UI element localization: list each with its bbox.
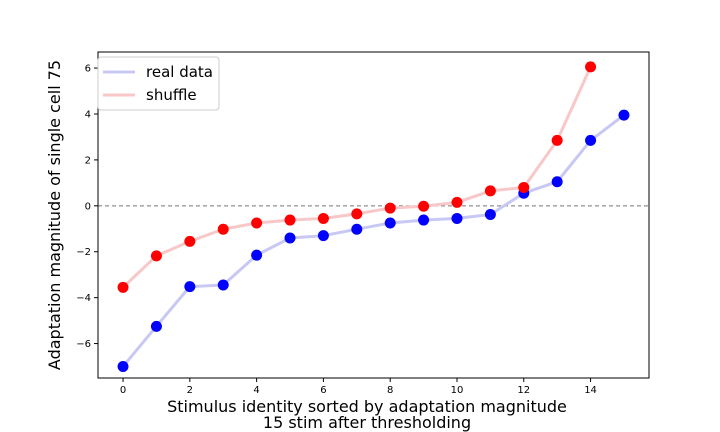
plot-frame <box>97 51 650 379</box>
data-point-shuffle <box>384 202 396 214</box>
x-tick-label: 10 <box>451 385 464 396</box>
y-tick-label: −6 <box>76 339 91 350</box>
x-tick-label: 8 <box>387 385 393 396</box>
legend: real data shuffle <box>97 56 220 111</box>
data-point-shuffle <box>117 281 129 293</box>
data-point-real-data <box>284 232 296 244</box>
data-point-real-data <box>317 230 329 242</box>
legend-label-real-data: real data <box>146 63 213 81</box>
data-point-shuffle <box>184 235 196 247</box>
y-axis-label: Adaptation magnitude of single cell 75 <box>45 60 64 370</box>
data-point-shuffle <box>551 134 563 146</box>
y-tick-label: 2 <box>85 155 91 166</box>
x-tick-label: 4 <box>253 385 259 396</box>
data-point-shuffle <box>418 200 430 212</box>
x-tick-label: 0 <box>120 385 126 396</box>
data-point-real-data <box>351 223 363 235</box>
data-point-shuffle <box>518 181 530 193</box>
x-tick-label: 6 <box>320 385 326 396</box>
series-line-real-data <box>121 113 625 368</box>
data-point-real-data <box>484 209 496 221</box>
data-point-real-data <box>184 281 196 293</box>
data-point-real-data <box>618 109 630 121</box>
data-point-real-data <box>150 320 162 332</box>
data-point-shuffle <box>251 217 263 229</box>
data-point-real-data <box>418 214 430 226</box>
data-point-shuffle <box>451 196 463 208</box>
data-point-shuffle <box>484 185 496 197</box>
data-point-shuffle <box>217 223 229 235</box>
data-point-shuffle <box>317 212 329 224</box>
y-tick-label: 0 <box>85 201 91 212</box>
data-point-shuffle <box>585 61 597 73</box>
legend-label-shuffle: shuffle <box>146 86 197 104</box>
x-tick-label: 12 <box>517 385 530 396</box>
x-tick-label: 14 <box>584 385 597 396</box>
y-tick-label: 4 <box>85 109 91 120</box>
x-axis-label-line2: 15 stim after thresholding <box>263 413 471 432</box>
data-point-real-data <box>451 212 463 224</box>
data-point-real-data <box>585 134 597 146</box>
data-point-shuffle <box>351 208 363 220</box>
y-tick-label: −4 <box>76 293 91 304</box>
data-point-real-data <box>551 176 563 188</box>
x-axis-label: Stimulus identity sorted by adaptation m… <box>167 397 567 416</box>
y-tick-label: 6 <box>85 64 91 75</box>
data-point-real-data <box>117 361 129 373</box>
data-point-shuffle <box>150 250 162 262</box>
data-point-real-data <box>384 217 396 229</box>
data-point-real-data <box>251 249 263 261</box>
x-tick-label: 2 <box>187 385 193 396</box>
y-tick-label: −2 <box>76 247 91 258</box>
data-point-shuffle <box>284 214 296 226</box>
legend-box <box>97 56 220 111</box>
data-point-real-data <box>217 279 229 291</box>
